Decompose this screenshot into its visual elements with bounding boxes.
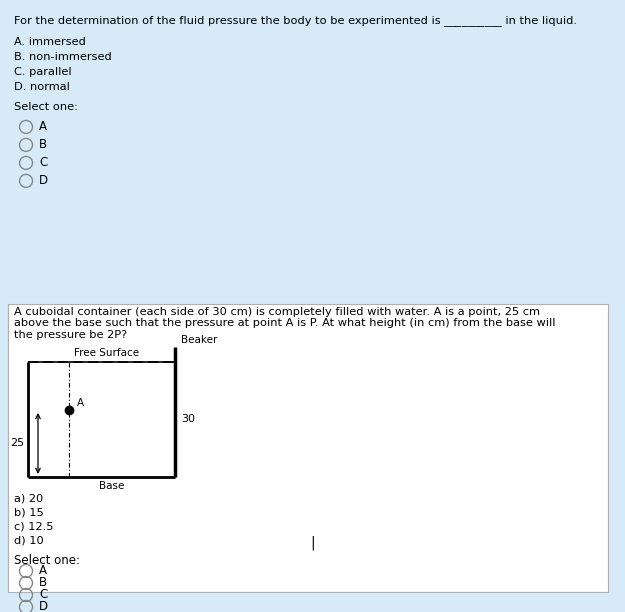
Text: C: C [39, 589, 48, 602]
Text: Base: Base [99, 481, 124, 491]
Text: Select one:: Select one: [14, 102, 78, 112]
Text: A: A [39, 121, 47, 133]
Text: |: | [310, 536, 314, 550]
Text: 30: 30 [181, 414, 195, 424]
Text: a) 20: a) 20 [14, 494, 43, 504]
Text: B: B [39, 577, 47, 589]
Text: D: D [39, 174, 48, 187]
Text: A. immersed: A. immersed [14, 37, 86, 47]
Text: Free Surface: Free Surface [74, 348, 139, 358]
Text: B: B [39, 138, 47, 151]
Text: For the determination of the fluid pressure the body to be experimented is _____: For the determination of the fluid press… [14, 15, 577, 26]
Text: D: D [39, 600, 48, 612]
Text: B. non-immersed: B. non-immersed [14, 52, 112, 62]
Text: Select one:: Select one: [14, 554, 80, 567]
Text: C: C [39, 157, 48, 170]
Text: 25: 25 [10, 438, 24, 449]
Text: Beaker: Beaker [181, 335, 218, 345]
FancyBboxPatch shape [8, 304, 608, 592]
Text: c) 12.5: c) 12.5 [14, 522, 54, 532]
Text: A: A [77, 398, 84, 408]
Text: C. parallel: C. parallel [14, 67, 72, 77]
Text: A: A [39, 564, 47, 578]
Text: A cuboidal container (each side of 30 cm) is completely filled with water. A is : A cuboidal container (each side of 30 cm… [14, 307, 556, 340]
Text: d) 10: d) 10 [14, 536, 44, 546]
Text: D. normal: D. normal [14, 82, 70, 92]
Text: b) 15: b) 15 [14, 508, 44, 518]
